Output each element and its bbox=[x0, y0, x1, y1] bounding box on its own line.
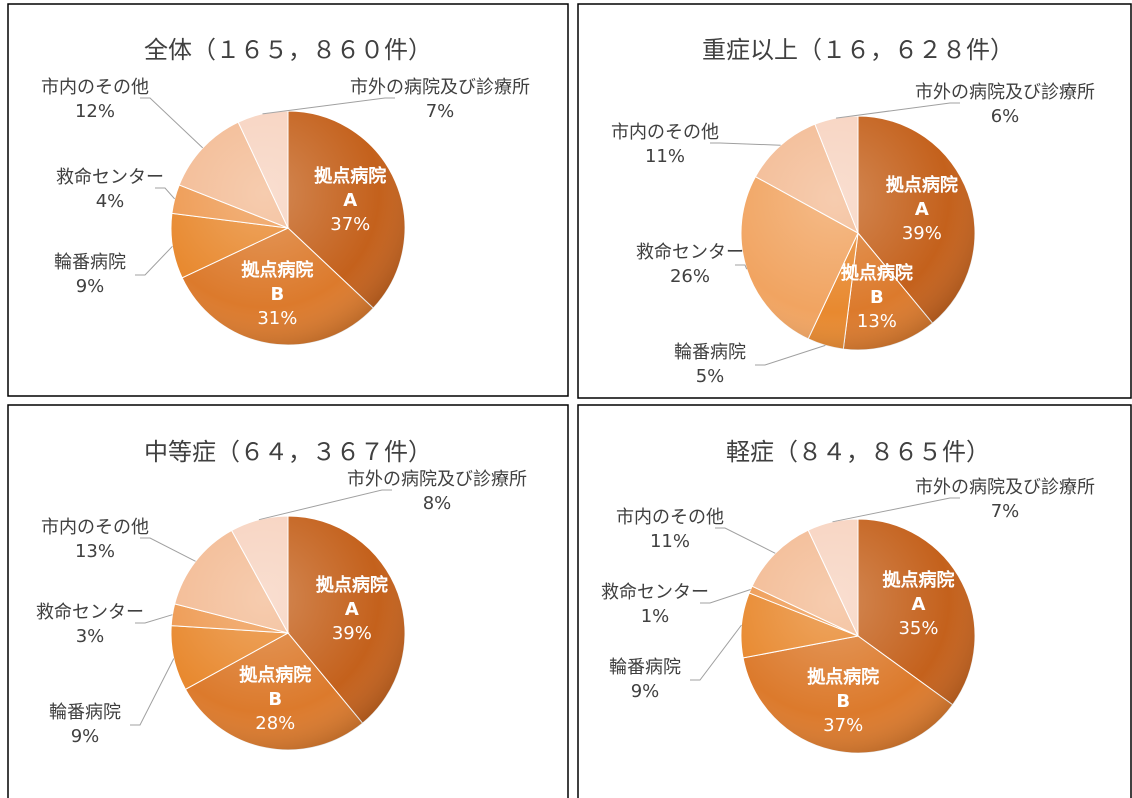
panel-border bbox=[7, 3, 569, 397]
value-label: 35% bbox=[898, 618, 939, 640]
category-label: 輪番病院 bbox=[54, 252, 126, 273]
leader-line bbox=[700, 589, 751, 604]
data-label: 市内のその他 13% bbox=[41, 516, 149, 564]
value-label: 9% bbox=[70, 726, 100, 747]
data-label: 輪番病院 5% bbox=[674, 341, 746, 389]
category-label: 拠点病院B bbox=[241, 260, 314, 306]
panel-border bbox=[577, 3, 1132, 399]
leader-line bbox=[836, 102, 960, 119]
category-label: 輪番病院 bbox=[674, 342, 746, 363]
value-label: 26% bbox=[669, 266, 710, 287]
leader-line bbox=[258, 489, 392, 521]
leader-line bbox=[262, 97, 395, 115]
leader-line bbox=[690, 624, 742, 681]
value-label: 4% bbox=[95, 191, 125, 212]
category-label: 拠点病院A bbox=[315, 575, 388, 620]
leader-line bbox=[140, 97, 204, 149]
data-label: 市外の病院及び診療所 6% bbox=[915, 81, 1095, 129]
data-label: 市内のその他 11% bbox=[616, 506, 724, 554]
chart-title: 全体（１６５，８６０件） bbox=[144, 36, 432, 64]
data-label: 輪番病院 9% bbox=[54, 251, 126, 299]
value-label: 7% bbox=[425, 101, 455, 122]
value-label: 37% bbox=[330, 214, 371, 236]
value-label: 3% bbox=[75, 626, 105, 647]
leader-line bbox=[755, 344, 826, 366]
data-label: 救命センター 26% bbox=[636, 241, 744, 289]
category-label: 拠点病院B bbox=[239, 664, 312, 710]
category-label: 市内のその他 bbox=[41, 77, 149, 98]
value-label: 28% bbox=[255, 712, 296, 734]
category-label: 拠点病院A bbox=[885, 175, 958, 220]
value-label: 11% bbox=[649, 531, 690, 552]
data-label: 拠点病院B 28% bbox=[235, 664, 315, 736]
category-label: 市内のその他 bbox=[611, 122, 719, 143]
data-label: 拠点病院B 31% bbox=[237, 259, 317, 331]
leader-line bbox=[715, 527, 776, 554]
value-label: 13% bbox=[856, 311, 897, 333]
category-label: 市外の病院及び診療所 bbox=[915, 477, 1095, 498]
value-label: 37% bbox=[823, 715, 864, 737]
category-label: 市外の病院及び診療所 bbox=[915, 82, 1095, 103]
value-label: 8% bbox=[422, 493, 452, 514]
data-label: 救命センター 3% bbox=[36, 601, 144, 649]
data-label: 市内のその他 12% bbox=[41, 76, 149, 124]
category-label: 救命センター bbox=[636, 242, 744, 263]
category-label: 市内のその他 bbox=[616, 507, 724, 528]
data-label: 輪番病院 9% bbox=[609, 656, 681, 704]
data-label: 拠点病院A 39% bbox=[312, 574, 392, 646]
value-label: 12% bbox=[74, 101, 115, 122]
chart-title: 重症以上（１６，６２８件） bbox=[702, 36, 1014, 64]
category-label: 救命センター bbox=[36, 602, 144, 623]
data-label: 拠点病院A 37% bbox=[310, 165, 390, 237]
category-label: 輪番病院 bbox=[609, 657, 681, 678]
category-label: 拠点病院A bbox=[882, 570, 955, 616]
category-label: 市外の病院及び診療所 bbox=[350, 77, 530, 98]
category-label: 拠点病院B bbox=[840, 263, 913, 309]
category-label: 救命センター bbox=[56, 167, 164, 188]
data-label: 拠点病院A 35% bbox=[878, 569, 958, 641]
category-label: 輪番病院 bbox=[49, 702, 121, 723]
value-label: 39% bbox=[901, 223, 942, 244]
leader-line bbox=[130, 658, 175, 726]
value-label: 13% bbox=[74, 541, 115, 562]
data-label: 拠点病院A 39% bbox=[882, 174, 962, 246]
value-label: 39% bbox=[331, 623, 372, 644]
value-label: 9% bbox=[75, 276, 105, 297]
data-label: 市外の病院及び診療所 7% bbox=[915, 476, 1095, 524]
category-label: 救命センター bbox=[601, 582, 709, 603]
panel-border bbox=[577, 404, 1132, 798]
value-label: 7% bbox=[990, 501, 1020, 522]
data-label: 市内のその他 11% bbox=[611, 121, 719, 169]
value-label: 9% bbox=[630, 681, 660, 702]
value-label: 1% bbox=[640, 606, 670, 627]
value-label: 6% bbox=[990, 106, 1020, 127]
leader-line bbox=[135, 245, 173, 276]
data-label: 市外の病院及び診療所 7% bbox=[350, 76, 530, 124]
data-label: 救命センター 4% bbox=[56, 166, 164, 214]
value-label: 11% bbox=[644, 146, 685, 167]
category-label: 市内のその他 bbox=[41, 517, 149, 538]
leader-line bbox=[135, 614, 173, 624]
data-label: 市外の病院及び診療所 8% bbox=[347, 468, 527, 516]
category-label: 拠点病院B bbox=[807, 667, 880, 713]
value-label: 31% bbox=[257, 308, 298, 330]
data-label: 拠点病院B 13% bbox=[837, 262, 917, 334]
leader-line bbox=[710, 142, 781, 146]
chart-title: 中等症（６４，３６７件） bbox=[144, 438, 432, 466]
panel-border bbox=[7, 404, 569, 798]
chart-title: 軽症（８４，８６５件） bbox=[726, 438, 990, 466]
value-label: 5% bbox=[695, 366, 725, 387]
data-label: 輪番病院 9% bbox=[49, 701, 121, 749]
category-label: 拠点病院A bbox=[314, 166, 387, 212]
category-label: 市外の病院及び診療所 bbox=[347, 469, 527, 490]
leader-line bbox=[832, 497, 960, 523]
data-label: 拠点病院B 37% bbox=[803, 666, 883, 738]
data-label: 救命センター 1% bbox=[601, 581, 709, 629]
